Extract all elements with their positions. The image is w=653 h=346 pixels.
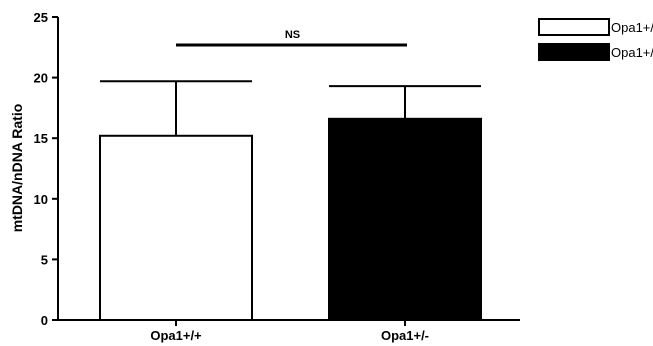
y-tick-label: 0 [41,313,48,328]
x-tick-label: Opa1+/+ [150,328,202,343]
y-axis: 0 5 10 15 20 25 [34,10,59,328]
significance-label: NS [285,29,300,41]
legend-label: Opa1+/- [611,45,653,60]
legend-label: Opa1+/+ [611,20,653,35]
x-axis: Opa1+/+ Opa1+/- [58,319,520,343]
y-tick-label: 15 [34,131,48,146]
x-tick-label: Opa1+/- [381,328,429,343]
y-axis-title: mtDNA/nDNA Ratio [9,104,25,233]
bar-wildtype [99,134,253,321]
bar-heterozygous [328,117,482,321]
legend-swatch [538,18,610,36]
legend-swatch [538,43,610,61]
y-tick-label: 20 [34,71,48,86]
bars [99,117,482,321]
y-tick-label: 10 [34,192,48,207]
error-bars [100,80,481,136]
y-tick-label: 5 [41,252,48,267]
legend: Opa1+/+ Opa1+/- [538,18,653,61]
y-tick-label: 25 [34,10,48,25]
significance-bracket: NS [176,29,407,47]
